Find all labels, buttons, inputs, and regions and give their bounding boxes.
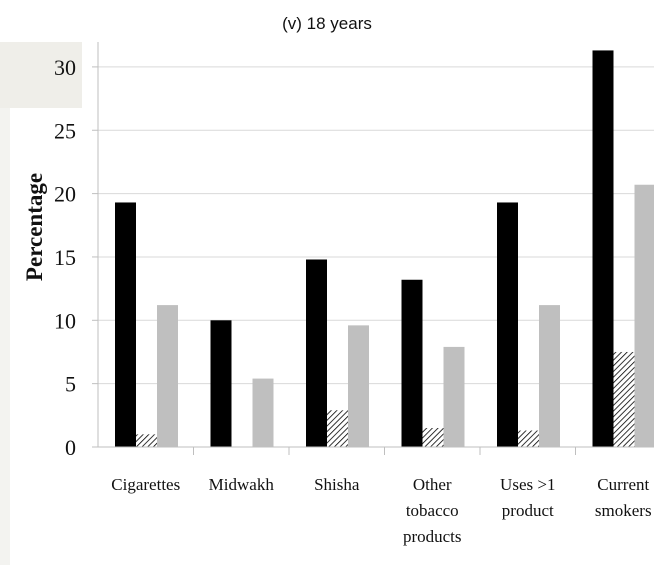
left-margin-band xyxy=(0,42,10,565)
bar-series-3 xyxy=(539,305,560,447)
y-tick-label: 25 xyxy=(54,118,76,143)
bars xyxy=(115,50,654,447)
category-label: Cigarettes xyxy=(111,475,180,494)
bar-series-1 xyxy=(210,320,232,447)
axes xyxy=(92,42,654,455)
bar-series-3 xyxy=(443,346,465,447)
bar-series-1 xyxy=(592,50,614,447)
bar-series-2 xyxy=(422,427,444,447)
bar-series-1 xyxy=(115,202,136,447)
figure-title: (v) 18 years xyxy=(282,14,372,33)
category-label: Other tobacco products xyxy=(403,475,462,546)
category-label: Uses >1 product xyxy=(500,475,555,520)
bar-series-1 xyxy=(401,279,423,447)
title-band xyxy=(0,0,654,42)
category-label: Current smokers xyxy=(595,475,652,520)
bar-series-1 xyxy=(497,202,518,447)
y-tick-label: 0 xyxy=(65,435,76,460)
bar-series-3 xyxy=(157,305,178,447)
bar-series-3 xyxy=(634,184,654,447)
y-axis-title: Percentage xyxy=(22,173,47,281)
y-tick-label: 5 xyxy=(65,372,76,397)
category-label: Midwakh xyxy=(209,475,275,494)
bar-series-1 xyxy=(306,259,327,447)
bar-series-2 xyxy=(136,434,157,447)
y-tick-label: 10 xyxy=(54,308,76,333)
left-header-band xyxy=(0,42,82,108)
category-label: Shisha xyxy=(314,475,360,494)
y-tick-label: 30 xyxy=(54,55,76,80)
bar-series-3 xyxy=(348,325,369,447)
bar-series-3 xyxy=(252,378,274,447)
y-tick-label: 20 xyxy=(54,182,76,207)
bar-series-2 xyxy=(327,410,348,447)
bar-series-2 xyxy=(518,430,539,447)
y-tick-label: 15 xyxy=(54,245,76,270)
bar-series-2 xyxy=(613,351,635,447)
labels: 0 5 10 15 20 25 30 Cigarettes Midwakh Shisha Other… xyxy=(54,55,652,546)
gridlines xyxy=(98,66,654,385)
